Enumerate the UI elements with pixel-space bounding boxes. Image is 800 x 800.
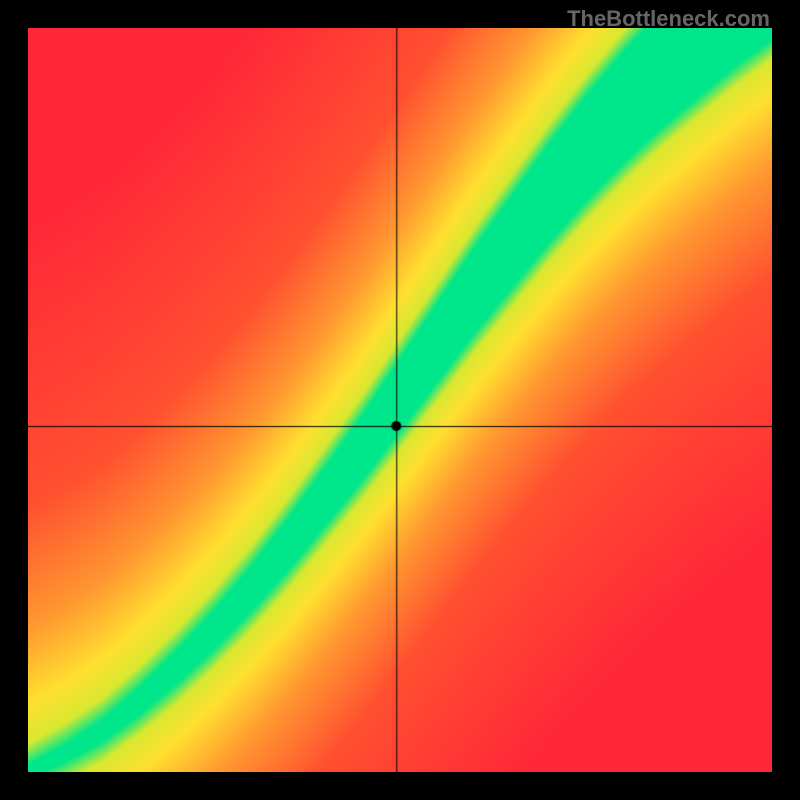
watermark-label: TheBottleneck.com (567, 6, 770, 32)
bottleneck-heatmap (28, 28, 772, 772)
chart-container: TheBottleneck.com (0, 0, 800, 800)
